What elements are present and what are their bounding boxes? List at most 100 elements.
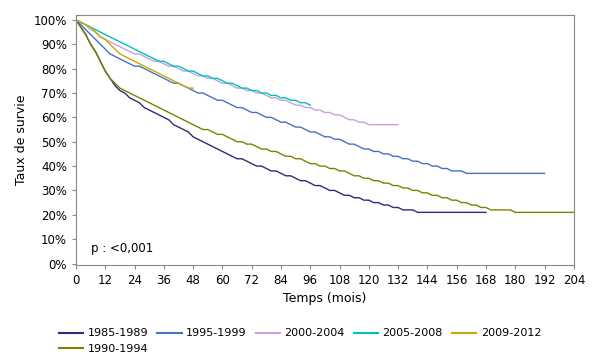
1985-1989 bbox=[194, 137, 202, 142]
1990-1994 bbox=[209, 130, 216, 134]
2009-2012 bbox=[136, 62, 143, 66]
1995-1999 bbox=[194, 91, 202, 95]
2005-2008 bbox=[121, 42, 128, 47]
2005-2008 bbox=[151, 57, 158, 61]
2009-2012 bbox=[126, 57, 133, 61]
Line: 2009-2012: 2009-2012 bbox=[76, 20, 193, 88]
1985-1989 bbox=[214, 147, 221, 151]
2000-2004 bbox=[73, 18, 80, 22]
2005-2008 bbox=[131, 47, 138, 51]
2005-2008 bbox=[292, 98, 299, 102]
2005-2008 bbox=[180, 66, 187, 71]
2005-2008 bbox=[204, 74, 211, 78]
2005-2008 bbox=[287, 98, 295, 102]
2005-2008 bbox=[175, 64, 182, 68]
1985-1989 bbox=[277, 171, 284, 175]
2009-2012 bbox=[185, 86, 192, 90]
2005-2008 bbox=[272, 93, 280, 98]
2005-2008 bbox=[155, 59, 163, 63]
2005-2008 bbox=[136, 50, 143, 54]
Line: 2005-2008: 2005-2008 bbox=[76, 20, 310, 105]
2000-2004 bbox=[375, 122, 382, 127]
2009-2012 bbox=[190, 86, 197, 90]
2000-2004 bbox=[112, 42, 119, 47]
2009-2012 bbox=[87, 25, 94, 29]
2005-2008 bbox=[82, 23, 89, 27]
2005-2008 bbox=[248, 88, 255, 93]
2005-2008 bbox=[194, 71, 202, 76]
2005-2008 bbox=[170, 64, 177, 68]
Line: 1995-1999: 1995-1999 bbox=[76, 20, 545, 173]
1995-1999 bbox=[341, 139, 348, 144]
Line: 1985-1989: 1985-1989 bbox=[76, 20, 486, 212]
2005-2008 bbox=[190, 69, 197, 73]
X-axis label: Temps (mois): Temps (mois) bbox=[283, 292, 367, 305]
2005-2008 bbox=[116, 40, 124, 44]
1990-1994 bbox=[526, 210, 533, 214]
2005-2008 bbox=[185, 69, 192, 73]
2000-2004 bbox=[219, 81, 226, 86]
1995-1999 bbox=[307, 130, 314, 134]
2009-2012 bbox=[151, 69, 158, 73]
1995-1999 bbox=[463, 171, 470, 175]
2005-2008 bbox=[77, 20, 85, 24]
2000-2004 bbox=[316, 108, 323, 112]
1985-1989 bbox=[482, 210, 490, 214]
2009-2012 bbox=[97, 35, 104, 39]
2005-2008 bbox=[101, 32, 109, 37]
2009-2012 bbox=[107, 42, 114, 47]
2005-2008 bbox=[302, 100, 309, 105]
2009-2012 bbox=[180, 83, 187, 88]
2009-2012 bbox=[170, 79, 177, 83]
2005-2008 bbox=[277, 96, 284, 100]
2005-2008 bbox=[243, 86, 250, 90]
2009-2012 bbox=[146, 66, 153, 71]
2005-2008 bbox=[199, 74, 206, 78]
1985-1989 bbox=[414, 210, 421, 214]
2009-2012 bbox=[131, 59, 138, 63]
2000-2004 bbox=[365, 122, 373, 127]
1990-1994 bbox=[73, 18, 80, 22]
2005-2008 bbox=[209, 76, 216, 80]
2009-2012 bbox=[155, 71, 163, 76]
Y-axis label: Taux de survie: Taux de survie bbox=[15, 95, 28, 185]
2005-2008 bbox=[160, 59, 167, 63]
1990-1994 bbox=[512, 210, 519, 214]
2005-2008 bbox=[263, 91, 270, 95]
2005-2008 bbox=[126, 44, 133, 49]
2009-2012 bbox=[92, 30, 99, 34]
Text: p : <0,001: p : <0,001 bbox=[91, 242, 153, 255]
Line: 1990-1994: 1990-1994 bbox=[76, 20, 574, 212]
2005-2008 bbox=[258, 91, 265, 95]
Legend: 1985-1989, 1990-1994, 1995-1999, 2000-2004, 2005-2008, 2009-2012: 1985-1989, 1990-1994, 1995-1999, 2000-20… bbox=[55, 324, 545, 359]
2005-2008 bbox=[87, 25, 94, 29]
2005-2008 bbox=[307, 103, 314, 107]
2009-2012 bbox=[116, 52, 124, 56]
2009-2012 bbox=[140, 64, 148, 68]
1985-1989 bbox=[463, 210, 470, 214]
1995-1999 bbox=[107, 52, 114, 56]
2009-2012 bbox=[101, 37, 109, 41]
2005-2008 bbox=[146, 54, 153, 59]
2005-2008 bbox=[107, 35, 114, 39]
1985-1989 bbox=[140, 106, 148, 110]
2000-2004 bbox=[394, 122, 401, 127]
1995-1999 bbox=[434, 164, 441, 168]
1985-1989 bbox=[199, 139, 206, 144]
2009-2012 bbox=[175, 81, 182, 86]
1990-1994 bbox=[541, 210, 548, 214]
2009-2012 bbox=[121, 54, 128, 59]
1995-1999 bbox=[73, 18, 80, 22]
Line: 2000-2004: 2000-2004 bbox=[76, 20, 398, 124]
2005-2008 bbox=[238, 86, 245, 90]
1990-1994 bbox=[517, 210, 524, 214]
2005-2008 bbox=[112, 37, 119, 41]
2005-2008 bbox=[253, 88, 260, 93]
2009-2012 bbox=[160, 74, 167, 78]
2005-2008 bbox=[297, 100, 304, 105]
2005-2008 bbox=[268, 93, 275, 98]
2005-2008 bbox=[224, 81, 231, 86]
2005-2008 bbox=[229, 81, 236, 86]
1985-1989 bbox=[73, 18, 80, 22]
2009-2012 bbox=[165, 76, 172, 80]
